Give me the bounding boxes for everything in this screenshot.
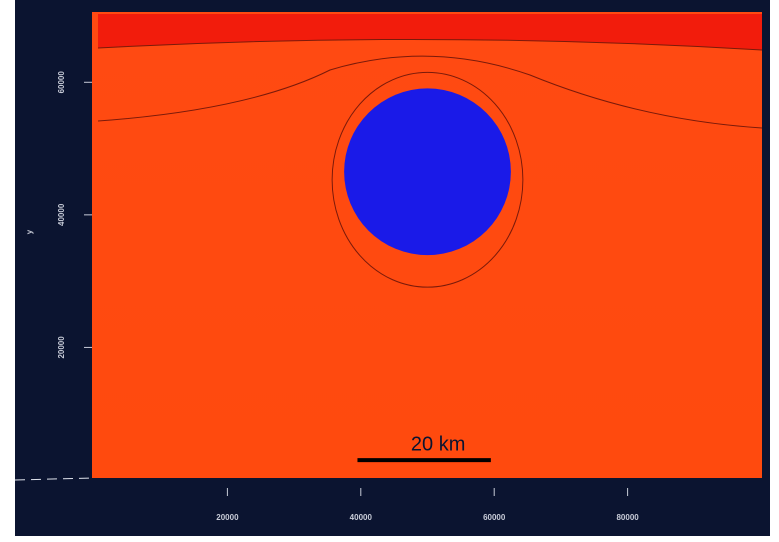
- contour: [97, 38, 763, 51]
- contour: [97, 55, 763, 129]
- x-tick-label: 20000: [216, 513, 239, 522]
- x-tick-label: 60000: [483, 513, 506, 522]
- scale-bar-label: 20 km: [411, 433, 465, 455]
- y-axis-label: y: [25, 229, 34, 234]
- axis-edge: [14, 477, 93, 481]
- y-tick-label: 20000: [57, 336, 66, 359]
- contour: [331, 71, 524, 288]
- y-tick-label: 60000: [57, 71, 66, 94]
- body: [344, 88, 511, 256]
- x-tick-label: 40000: [350, 513, 373, 522]
- x-tick-label: 80000: [616, 513, 639, 522]
- y-tick-label: 40000: [57, 203, 66, 226]
